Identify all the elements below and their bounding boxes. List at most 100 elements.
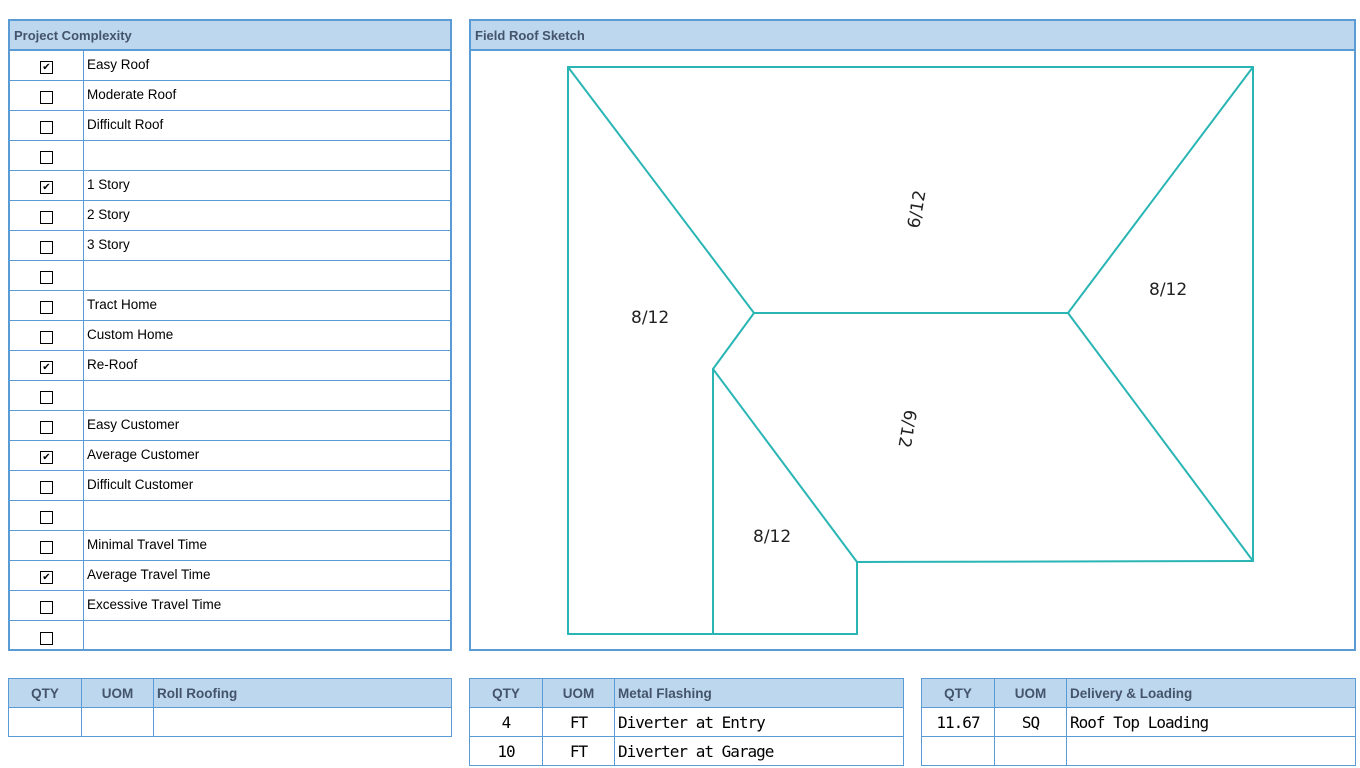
option-label: 1 Story [87,177,130,192]
checkbox-cell [10,201,84,230]
checkbox-cell: ✔ [10,351,84,380]
checkbox[interactable] [40,241,53,254]
option-label: Easy Customer [87,417,180,432]
roof-edge-line [567,66,755,314]
checkbox[interactable]: ✔ [40,361,53,374]
complexity-row: Minimal Travel Time [10,531,450,561]
roof-edge-line [712,368,858,563]
complexity-row: Easy Customer [10,411,450,441]
item-header: Roll Roofing [153,678,452,708]
option-label: Average Customer [87,447,200,462]
checkbox-cell: ✔ [10,51,84,80]
checkbox[interactable]: ✔ [40,61,53,74]
option-label: Moderate Roof [87,87,177,102]
option-label: Excessive Travel Time [87,597,222,612]
checkbox-cell [10,501,84,530]
uom-cell[interactable] [81,707,154,737]
qty-cell[interactable] [921,736,995,766]
table-row [921,736,1356,766]
checkbox[interactable] [40,541,53,554]
qty-cell[interactable] [8,707,82,737]
item-cell[interactable]: Roof Top Loading [1066,707,1356,737]
panel-title: Field Roof Sketch [471,21,1354,51]
project-complexity-panel: Project Complexity ✔ Easy Roof Moderate Ro… [8,19,452,651]
checkbox[interactable] [40,631,53,645]
option-label: Easy Roof [87,57,150,72]
checkbox-cell [10,231,84,260]
checkbox[interactable] [40,481,53,494]
complexity-row: 2 Story [10,201,450,231]
table-row: 11.67 SQ Roof Top Loading [921,707,1356,737]
table-row: 10 FT Diverter at Garage [469,736,904,766]
pitch-label: 6/12 [904,189,930,230]
complexity-row [10,261,450,291]
option-label: 2 Story [87,207,130,222]
qty-cell[interactable]: 10 [469,736,543,766]
checkbox-cell [10,531,84,560]
uom-header: UOM [542,678,615,708]
checkbox-cell [10,81,84,110]
checkbox[interactable]: ✔ [40,451,53,464]
option-label: Custom Home [87,327,174,342]
table-row: 4 FT Diverter at Entry [469,707,904,737]
qty-header: QTY [469,678,543,708]
complexity-row: ✔ Average Customer [10,441,450,471]
roof-sketch: 8/12 6/12 8/12 6/12 8/12 [567,66,1254,635]
uom-cell[interactable]: FT [542,707,615,737]
checkbox[interactable] [40,601,53,614]
roof-edge-line [1067,66,1254,314]
qty-cell[interactable]: 11.67 [921,707,995,737]
panel-title: Project Complexity [10,21,450,51]
checkbox[interactable] [40,211,53,224]
item-cell[interactable] [1066,736,1356,766]
option-label [84,501,87,530]
checkbox-cell [10,621,84,651]
qty-cell[interactable]: 4 [469,707,543,737]
pitch-label: 6/12 [893,408,919,449]
checkbox[interactable] [40,271,53,284]
checkbox-cell [10,291,84,320]
checkbox[interactable] [40,301,53,314]
uom-cell[interactable]: FT [542,736,615,766]
item-cell[interactable] [153,707,452,737]
checkbox-cell: ✔ [10,171,84,200]
checkbox[interactable] [40,391,53,404]
item-cell[interactable]: Diverter at Garage [614,736,904,766]
delivery-loading-table: QTY UOM Delivery & Loading 11.67 SQ Roof Top… [921,678,1356,766]
complexity-row: Difficult Roof [10,111,450,141]
complexity-row: Difficult Customer [10,471,450,501]
checkbox[interactable]: ✔ [40,571,53,584]
complexity-row: Excessive Travel Time [10,591,450,621]
checkbox-cell [10,411,84,440]
option-label: Average Travel Time [87,567,211,582]
complexity-row [10,621,450,651]
checkbox-cell [10,321,84,350]
checkbox[interactable] [40,151,53,164]
option-label: 3 Story [87,237,130,252]
pitch-label: 8/12 [753,527,791,547]
checkbox[interactable] [40,91,53,104]
uom-cell[interactable]: SQ [994,707,1067,737]
option-label: Tract Home [87,297,158,312]
checkbox[interactable] [40,331,53,344]
option-label [84,381,87,410]
checkbox-cell [10,261,84,290]
checkbox-cell [10,111,84,140]
checkbox-cell: ✔ [10,441,84,470]
option-label: Re-Roof [87,357,138,372]
checkbox[interactable] [40,511,53,524]
checkbox[interactable]: ✔ [40,181,53,194]
qty-header: QTY [921,678,995,708]
complexity-row: Moderate Roof [10,81,450,111]
checkbox-cell [10,591,84,620]
roof-edge-line [856,560,1254,563]
checkbox[interactable] [40,421,53,434]
option-label: Difficult Customer [87,477,194,492]
item-cell[interactable]: Diverter at Entry [614,707,904,737]
option-label: Minimal Travel Time [87,537,208,552]
complexity-row: Tract Home [10,291,450,321]
checkbox[interactable] [40,121,53,134]
uom-cell[interactable] [994,736,1067,766]
uom-header: UOM [994,678,1067,708]
roof-edge-line [712,312,755,370]
